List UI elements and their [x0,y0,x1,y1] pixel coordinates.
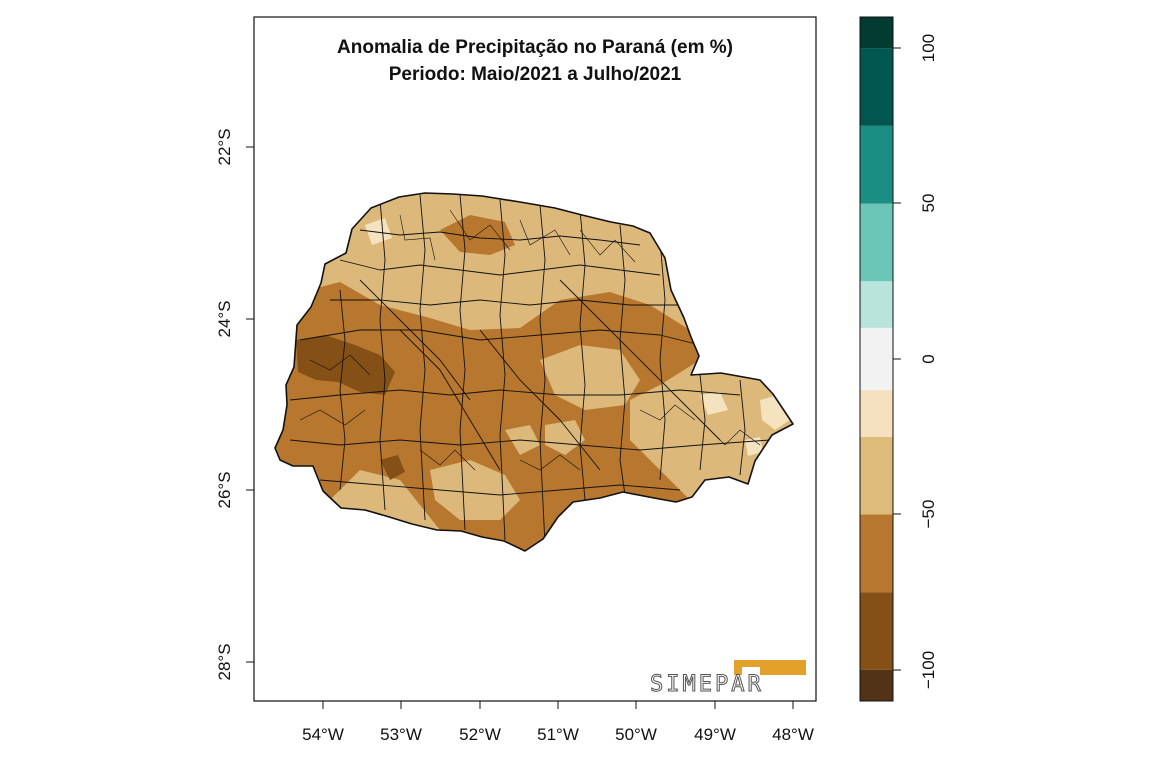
colorbar-tick-label: −100 [919,651,938,689]
anomaly-light-tan-patch-3 [365,218,392,245]
lon-tick-label: 50°W [615,725,657,744]
colorbar-bin [860,436,893,515]
lat-tick-label: 24°S [215,300,234,337]
colorbar-bin [860,514,893,593]
map-title-line2: Periodo: Maio/2021 a Julho/2021 [389,64,682,85]
colorbar-bin [860,17,893,49]
lon-tick-label: 51°W [537,725,579,744]
colorbar-tick-label: 100 [919,34,938,62]
logo-mark [734,660,806,675]
colorbar-bin [860,281,893,328]
anomaly-dark-brown-core [296,335,395,395]
anomaly-tan-island-3 [545,420,585,455]
anomaly-light-tan-patch-2 [700,392,728,415]
colorbar-bin [860,390,893,437]
colorbar-bin [860,592,893,670]
colorbar-tick-label: 0 [919,354,938,363]
parana-state-outline [274,192,794,552]
longitude-axis [322,700,794,709]
municipal-boundaries [289,194,771,546]
anomaly-brown-zone-north [440,215,515,255]
colorbar [860,17,893,701]
anomaly-light-tan-patch-1 [760,395,790,430]
colorbar-tick-label: −50 [919,500,938,529]
lat-tick-label: 26°S [215,471,234,508]
lon-tick-label: 49°W [694,725,736,744]
colorbar-ticks [893,47,901,671]
lon-tick-label: 54°W [302,725,344,744]
colorbar-bin [860,48,893,126]
colorbar-bin [860,125,893,204]
lon-tick-label: 52°W [459,725,501,744]
lon-tick-label: 53°W [380,725,422,744]
municipal-boundaries-fine [299,209,761,471]
colorbar-bin [860,327,893,391]
lat-tick-label: 28°S [215,643,234,680]
colorbar-tick-label: 50 [919,194,938,213]
lon-tick-label: 48°W [772,725,814,744]
latitude-axis [246,146,255,663]
anomaly-tan-island-1 [540,345,640,410]
anomaly-dark-brown-spot [380,455,405,480]
anomaly-tan-island-2 [430,460,520,520]
simepar-logo: SIMEPAR [650,660,806,698]
lat-tick-label: 22°S [215,128,234,165]
logo-wordmark: SIMEPAR [650,672,764,697]
colorbar-bin [860,203,893,282]
colorbar-bin [860,669,893,701]
map-title-line1: Anomalia de Precipitação no Paraná (em %… [337,37,733,58]
